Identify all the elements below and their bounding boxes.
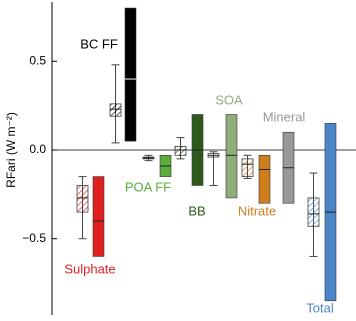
series-label: Mineral <box>263 109 306 124</box>
model-box <box>241 158 254 178</box>
y-tick-label: −0.5 <box>22 231 46 245</box>
series-label: Nitrate <box>238 203 276 218</box>
series-label: Sulphate <box>64 261 115 276</box>
series-label: BC FF <box>80 36 118 51</box>
model-box <box>174 146 187 156</box>
estimate-bar <box>124 7 137 142</box>
model-box <box>307 197 320 227</box>
model-box <box>109 103 122 117</box>
estimate-bar <box>225 114 238 199</box>
series-label: SOA <box>215 92 243 107</box>
estimate-bar <box>92 176 105 257</box>
series-label: BB <box>188 203 205 218</box>
y-axis-label: RFari (W m⁻²) <box>4 112 18 188</box>
estimate-bar <box>258 155 271 204</box>
series-label: Total <box>306 300 334 315</box>
series-label: POA FF <box>125 179 171 194</box>
model-box <box>76 185 89 213</box>
y-tick-label: 0.5 <box>29 53 46 67</box>
y-tick-label: 0.0 <box>29 142 46 156</box>
